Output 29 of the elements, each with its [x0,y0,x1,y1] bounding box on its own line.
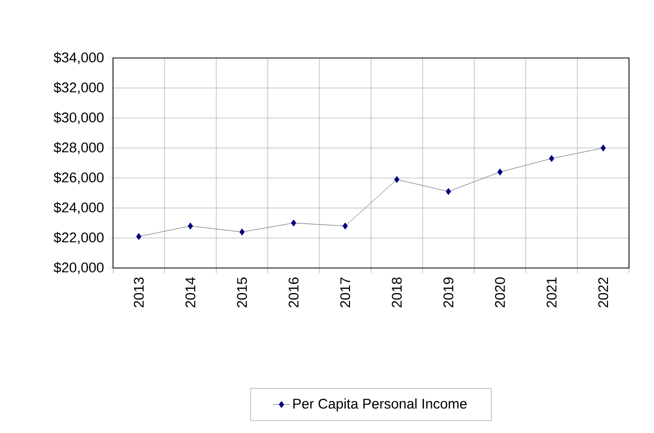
point [446,188,452,195]
legend-label: Per Capita Personal Income [293,398,467,412]
point [497,168,503,176]
point [136,233,142,240]
x-tick-label: 2021 [546,278,557,308]
y-tick-label: $20,000 [54,262,104,274]
x-tick-label: 2016 [288,277,299,308]
x-tick-label: 2020 [495,277,505,308]
y-tick-label: $34,000 [54,52,104,64]
point [600,144,606,152]
point [548,155,554,162]
y-tick-label: $26,000 [54,172,104,184]
y-tick-label: $22,000 [54,232,104,244]
point [342,222,348,230]
point [290,220,296,226]
y-tick-label: $24,000 [54,202,104,214]
x-tick-label: 2017 [340,278,350,308]
x-tick-label: 2019 [443,278,454,308]
y-tick-label: $30,000 [54,112,104,124]
point [239,228,245,236]
x-tick-label: 2018 [392,277,402,308]
x-tick-label: 2013 [134,277,144,308]
x-tick-label: 2015 [237,277,247,308]
point [188,222,194,230]
y-tick-label: $28,000 [54,142,104,154]
x-tick-label: 2022 [598,278,608,308]
point [394,176,400,183]
x-tick-label: 2014 [185,277,196,308]
y-tick-label: $32,000 [54,82,104,94]
